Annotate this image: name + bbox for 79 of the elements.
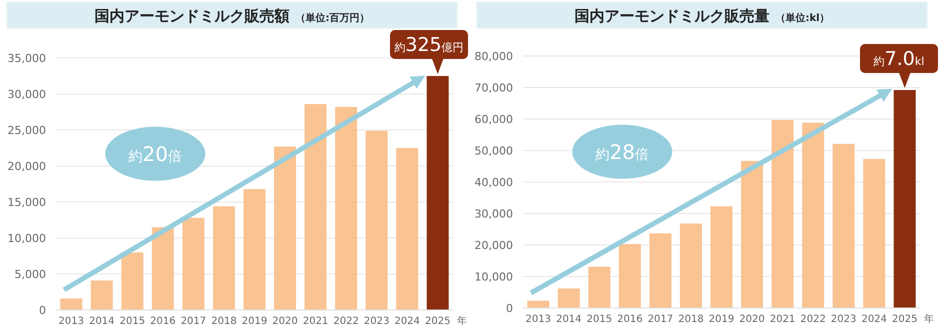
chart-subtitle: （単位:kl）	[775, 12, 830, 24]
chart-title: 国内アーモンドミルク販売額	[94, 7, 290, 25]
bar	[588, 266, 610, 308]
bar	[772, 120, 794, 308]
x-tick-label: 2021	[302, 316, 328, 327]
bar	[741, 160, 764, 308]
y-tick-label: 60,000	[474, 113, 513, 126]
y-tick-label: 35,000	[8, 52, 46, 65]
bar	[680, 224, 702, 308]
x-tick-label: 2025	[425, 316, 450, 327]
bar	[304, 104, 327, 310]
bar	[426, 76, 449, 310]
chart-title: 国内アーモンドミルク販売量	[574, 7, 770, 25]
y-tick-label: 30,000	[474, 208, 513, 220]
bar	[335, 106, 358, 310]
x-tick-label: 2015	[120, 316, 146, 327]
bar	[396, 148, 418, 310]
bar	[649, 233, 672, 308]
x-tick-label: 2014	[556, 314, 582, 325]
y-tick-label: 30,000	[8, 88, 46, 101]
x-tick-label: 2025	[892, 314, 918, 325]
annotation: 約20倍	[128, 142, 182, 166]
bar	[90, 280, 113, 310]
annotation: 約28倍	[596, 140, 649, 164]
x-tick-label: 2021	[770, 314, 796, 325]
y-tick-label: 0	[39, 304, 46, 317]
x-tick-label: 2013	[58, 316, 84, 327]
bar	[366, 130, 388, 310]
y-tick-label: 40,000	[474, 176, 513, 189]
x-tick-label: 2022	[800, 314, 826, 325]
annotation: 約7.0kl	[874, 48, 924, 70]
bar	[527, 300, 550, 308]
annotation: 約325億円	[394, 34, 464, 56]
y-tick-label: 15,000	[8, 196, 46, 209]
x-tick-label: 2023	[364, 316, 390, 327]
bar	[802, 122, 824, 308]
y-tick-label: 10,000	[8, 232, 46, 245]
x-tick-label: 2015	[586, 314, 612, 325]
x-tick-label: 2016	[617, 314, 643, 325]
y-tick-label: 50,000	[474, 144, 513, 158]
x-tick-label: 2019	[708, 314, 734, 325]
y-tick-label: 10,000	[474, 270, 513, 284]
x-tick-label: 2020	[272, 316, 298, 327]
bar	[863, 159, 886, 308]
bar	[182, 218, 204, 310]
y-tick-label: 0	[506, 302, 513, 315]
x-tick-label: 2024	[861, 314, 887, 325]
x-tick-label: 2020	[739, 314, 765, 325]
bar	[894, 90, 916, 308]
chart-subtitle: （単位:百万円）	[296, 12, 370, 24]
x-tick-label: 2023	[830, 314, 856, 325]
x-axis-title: 年	[924, 313, 934, 325]
x-tick-label: 2014	[89, 316, 115, 327]
x-axis-title: 年	[457, 315, 467, 327]
y-tick-label: 25,000	[8, 124, 46, 137]
x-tick-label: 2013	[526, 314, 551, 325]
x-tick-label: 2018	[211, 316, 237, 327]
bar	[274, 146, 296, 310]
y-tick-label: 20,000	[8, 160, 46, 173]
bar	[558, 288, 580, 308]
x-tick-label: 2022	[333, 316, 359, 327]
bar	[60, 298, 82, 310]
x-tick-label: 2019	[242, 316, 268, 327]
x-tick-label: 2018	[678, 314, 704, 325]
y-tick-label: 20,000	[474, 239, 513, 252]
y-tick-label: 5,000	[14, 268, 46, 281]
y-tick-label: 70,000	[474, 82, 513, 94]
x-tick-label: 2017	[180, 316, 206, 327]
bar	[152, 227, 174, 310]
bar	[832, 144, 855, 308]
bar	[244, 189, 266, 310]
bar	[710, 206, 732, 308]
bar	[121, 252, 144, 310]
bar	[618, 244, 641, 308]
x-tick-label: 2024	[394, 316, 420, 327]
x-tick-label: 2016	[150, 316, 176, 327]
bar	[212, 206, 235, 310]
y-tick-label: 80,000	[474, 50, 513, 63]
x-tick-label: 2017	[648, 314, 674, 325]
